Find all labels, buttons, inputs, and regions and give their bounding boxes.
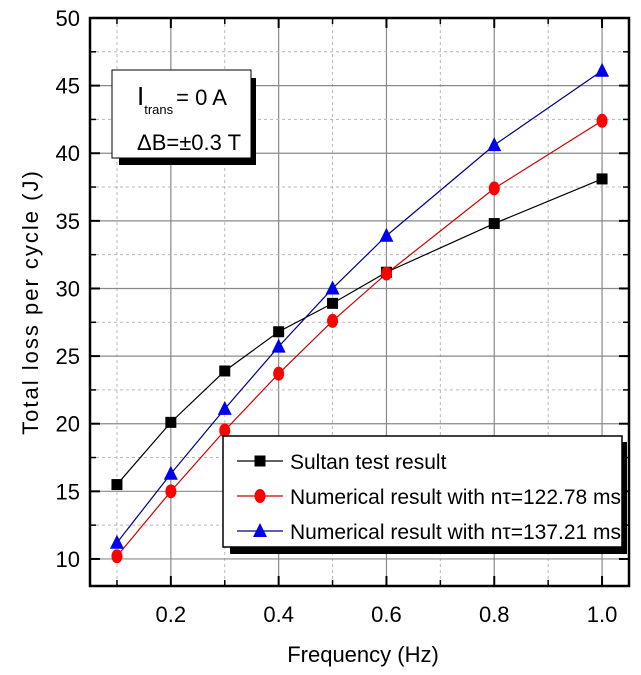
annotation-delta-b: ΔB=±0.3 T: [137, 130, 241, 155]
y-tick-label: 15: [56, 479, 80, 504]
y-tick-label: 40: [56, 141, 80, 166]
y-tick-label: 10: [56, 547, 80, 572]
data-point-s2: [219, 423, 231, 438]
x-tick-label: 0.2: [156, 602, 187, 627]
data-point-s1: [488, 218, 500, 230]
data-point-s2: [488, 181, 500, 196]
plot-frame: [88, 16, 631, 588]
data-point-s2: [327, 313, 339, 328]
series-lines: [116, 70, 603, 557]
data-point-s3: [595, 62, 610, 77]
x-axis-title: Frequency (Hz): [287, 642, 439, 667]
x-tick-label: 0.4: [263, 602, 294, 627]
series-markers: [109, 62, 610, 564]
annotation-itrans: Itrans = 0 A: [137, 81, 227, 117]
legend-frame: [222, 435, 623, 548]
legend-label-2: Numerical result with nτ=122.78 ms: [290, 486, 621, 509]
data-point-s3: [163, 465, 178, 480]
data-point-s3: [271, 338, 286, 353]
legend-items: Sultan test result Numerical result with …: [237, 451, 621, 544]
y-tick-label: 25: [56, 344, 80, 369]
data-point-s2: [111, 549, 123, 564]
data-point-s1: [219, 365, 231, 377]
series-line-3: [116, 70, 603, 544]
data-point-s2: [273, 366, 285, 381]
y-tick-label: 35: [56, 209, 80, 234]
y-tick-label: 30: [56, 276, 80, 301]
legend-marker-1: [254, 455, 266, 467]
data-point-s3: [379, 227, 394, 242]
annotation-box: Itrans = 0 A ΔB=±0.3 T: [111, 69, 256, 165]
x-tick-label: 0.8: [479, 602, 510, 627]
legend-marker-3: [253, 523, 267, 537]
y-axis-title: Total loss per cycle (J): [18, 169, 43, 435]
data-point-s1: [596, 173, 608, 185]
series-line-2: [116, 120, 603, 557]
data-point-s2: [380, 266, 392, 281]
data-point-s1: [327, 297, 339, 309]
y-tick-label: 50: [56, 6, 80, 31]
legend-label-1: Sultan test result: [290, 451, 447, 474]
data-point-s3: [487, 137, 502, 152]
y-tick-label: 20: [56, 412, 80, 437]
data-point-s2: [165, 484, 177, 499]
legend-marker-2: [254, 489, 266, 503]
data-point-s1: [165, 416, 177, 428]
x-tick-label: 0.6: [371, 602, 402, 627]
data-point-s1: [111, 479, 123, 491]
data-point-s3: [109, 534, 124, 549]
data-point-s3: [217, 400, 232, 415]
legend: Sultan test result Numerical result with …: [222, 435, 627, 554]
tick-labels: 0.2 0.4 0.6 0.8 1.0 10 15 20 25 30 35 40 45 50: [56, 6, 618, 627]
y-tick-label: 45: [56, 74, 80, 99]
x-tick-label: 1.0: [587, 602, 618, 627]
data-point-s1: [273, 326, 285, 338]
data-point-s2: [596, 113, 608, 128]
legend-label-3: Numerical result with nτ=137.21 ms: [290, 521, 621, 544]
annotation-frame: [111, 69, 252, 159]
data-point-s3: [325, 280, 340, 295]
